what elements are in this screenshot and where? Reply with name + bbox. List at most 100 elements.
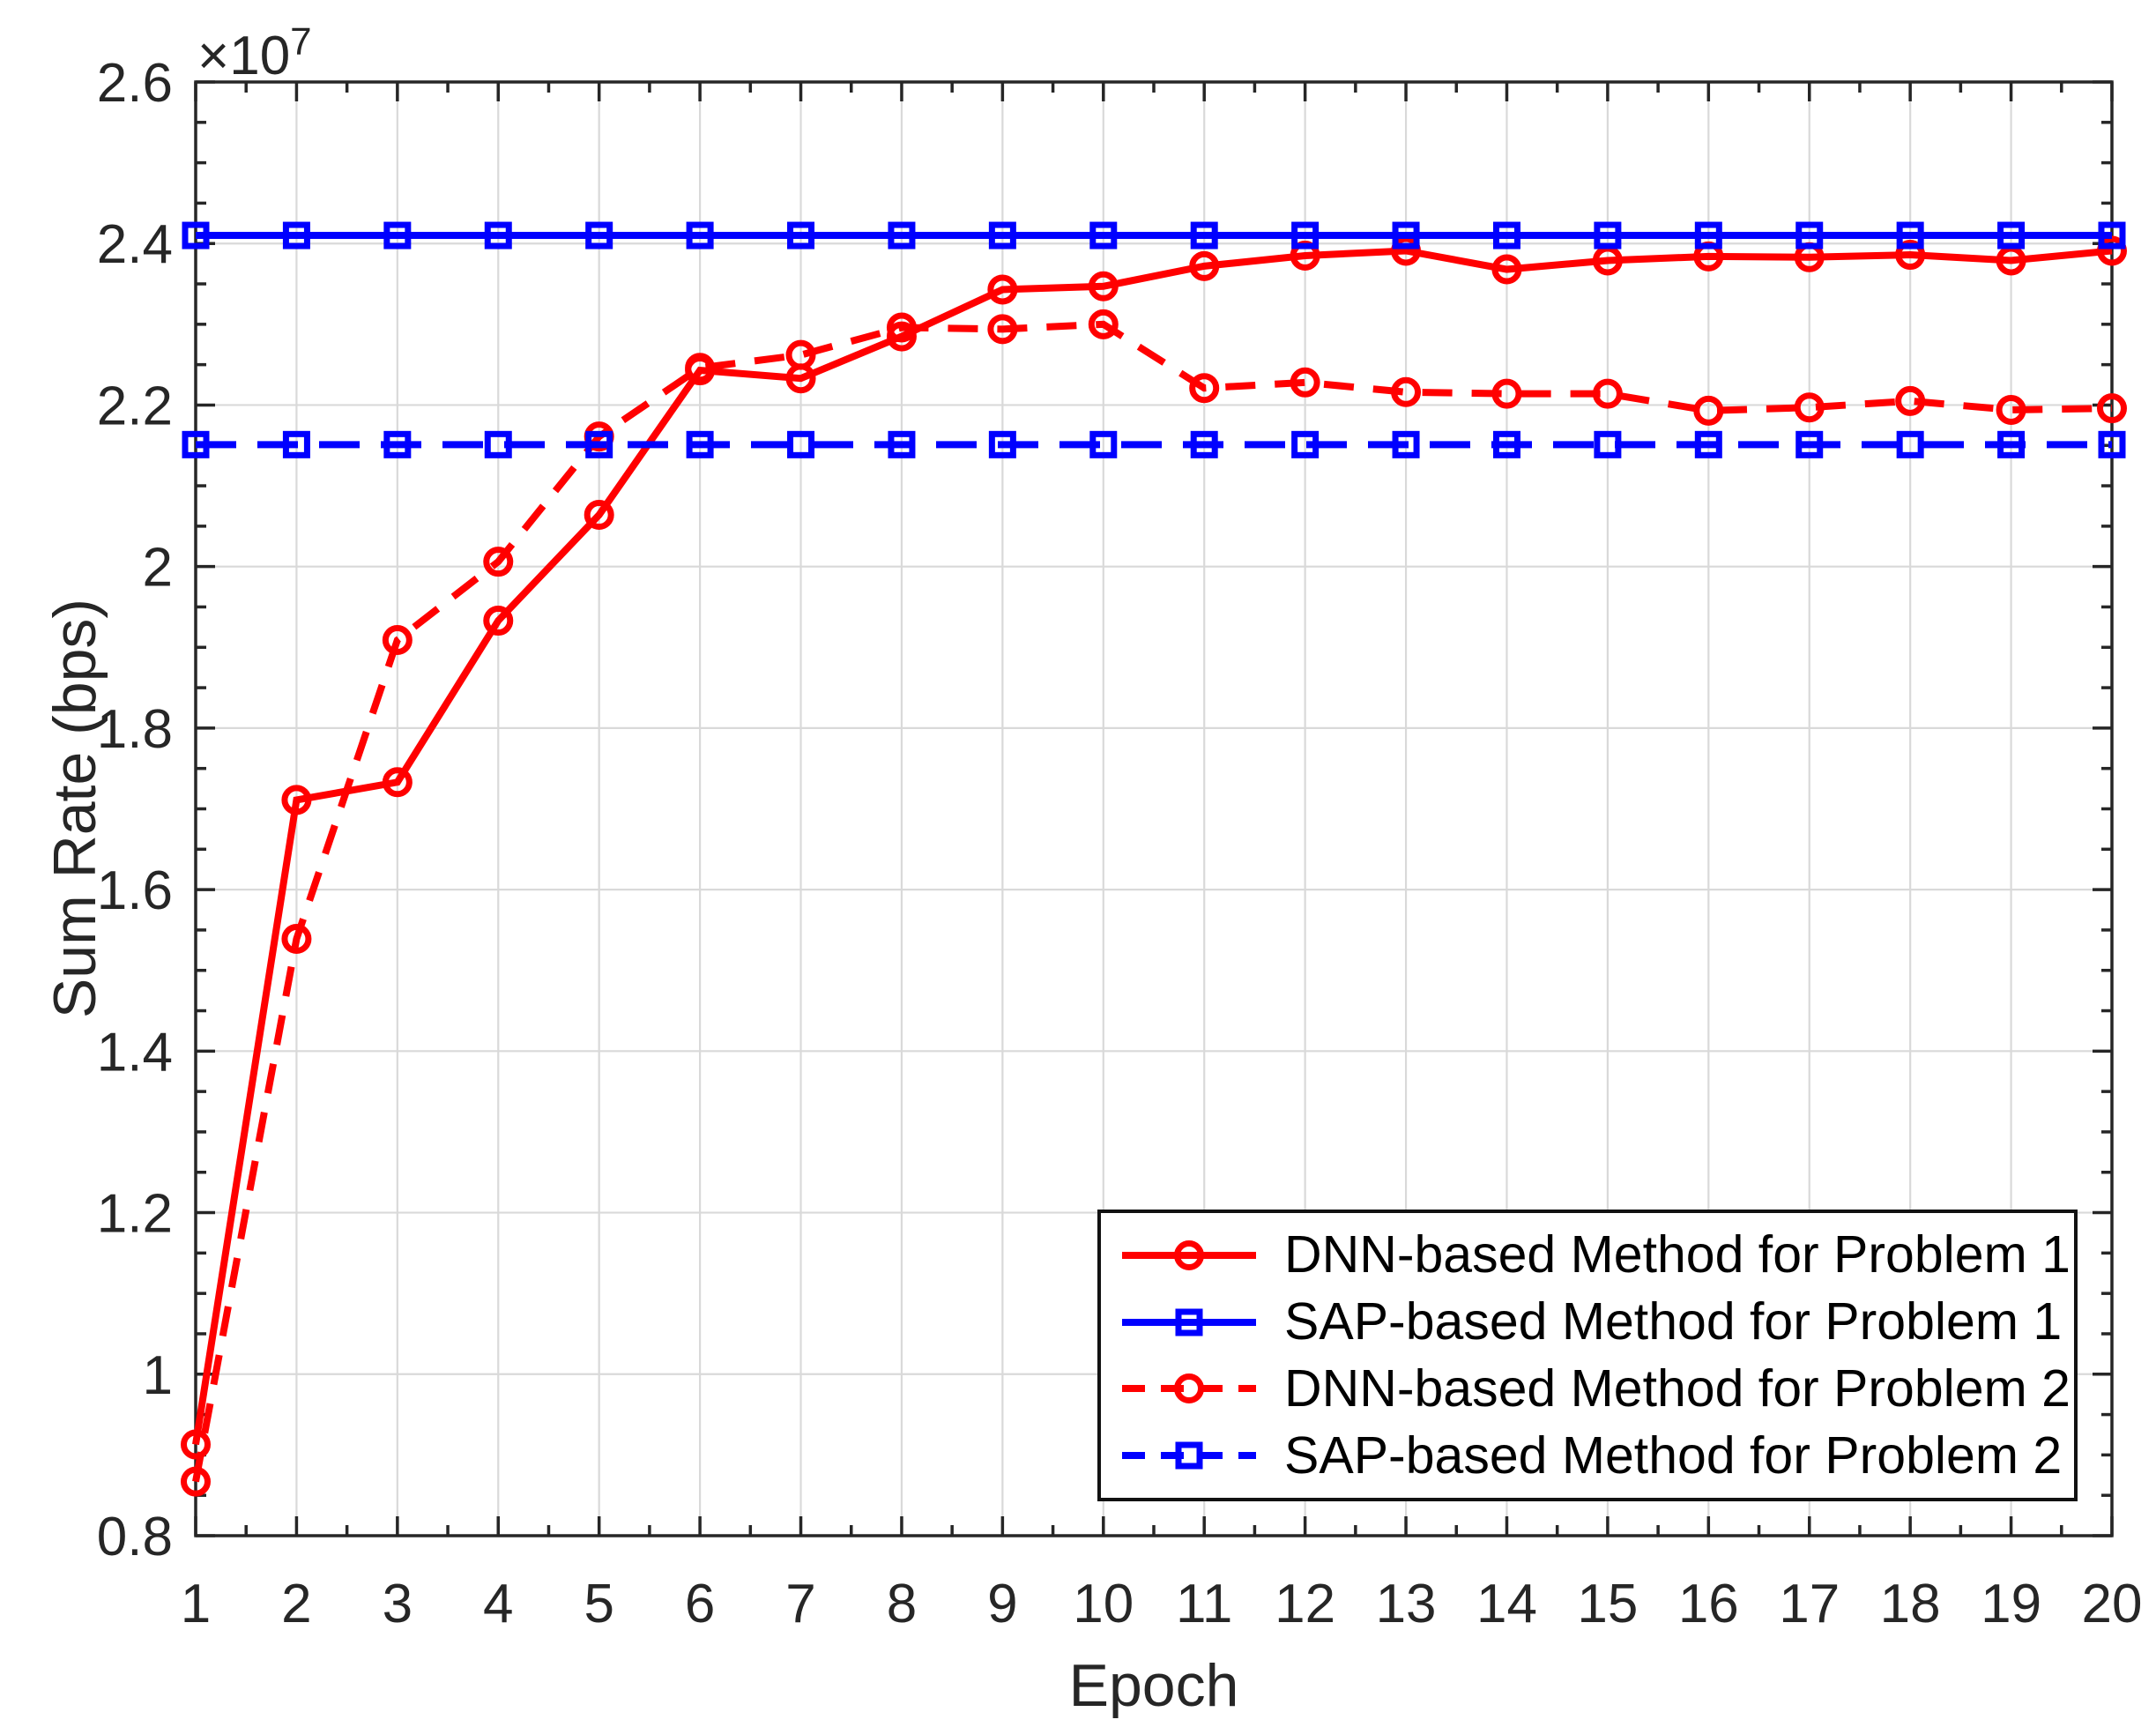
x-tick-label: 1 bbox=[181, 1574, 211, 1634]
square-marker-icon bbox=[686, 430, 714, 458]
x-tick-label: 2 bbox=[281, 1574, 311, 1634]
x-tick-label: 4 bbox=[483, 1574, 513, 1634]
circle-marker-icon bbox=[1088, 271, 1119, 301]
y-tick-label: 1.2 bbox=[97, 1184, 173, 1245]
y-tick-label: 2.2 bbox=[97, 376, 173, 436]
square-marker-icon bbox=[1291, 221, 1320, 249]
square-marker-icon bbox=[383, 221, 412, 249]
circle-marker-icon bbox=[685, 353, 716, 383]
square-marker-icon bbox=[182, 221, 210, 249]
circle-marker-icon bbox=[1895, 240, 1926, 271]
square-marker-icon bbox=[1896, 430, 1924, 458]
x-tick-label: 11 bbox=[1176, 1574, 1232, 1634]
square-marker-icon bbox=[1492, 430, 1520, 458]
circle-marker-icon bbox=[1088, 309, 1119, 339]
square-marker-icon bbox=[1291, 430, 1320, 458]
legend-item-1: SAP-based Method for Problem 1 bbox=[1101, 1294, 2074, 1351]
legend-label: SAP-based Method for Problem 2 bbox=[1284, 1426, 2063, 1485]
square-marker-icon bbox=[2098, 221, 2126, 249]
square-marker-icon bbox=[1997, 430, 2026, 458]
square-marker-icon bbox=[1175, 1441, 1203, 1470]
plot-frame bbox=[194, 80, 2114, 1537]
y-tick-label: 0.8 bbox=[97, 1507, 173, 1567]
square-marker-icon bbox=[1190, 221, 1218, 249]
square-marker-icon bbox=[585, 430, 613, 458]
square-marker-icon bbox=[1492, 221, 1520, 249]
square-marker-icon bbox=[888, 221, 916, 249]
x-tick-label: 16 bbox=[1678, 1574, 1739, 1634]
y-axis-label: Sum Rate (bps) bbox=[41, 598, 108, 1019]
circle-marker-icon bbox=[987, 314, 1018, 345]
legend-label: SAP-based Method for Problem 1 bbox=[1284, 1292, 2063, 1351]
square-marker-icon bbox=[1089, 430, 1118, 458]
circle-marker-icon bbox=[281, 785, 312, 815]
offset-exponent: 7 bbox=[290, 20, 312, 63]
square-marker-icon bbox=[988, 430, 1016, 458]
y-tick-label: 2.6 bbox=[97, 53, 173, 114]
square-marker-icon bbox=[787, 221, 815, 249]
square-marker-icon bbox=[1694, 221, 1722, 249]
circle-marker-icon bbox=[181, 1466, 211, 1497]
square-marker-icon bbox=[484, 221, 512, 249]
series-line-0 bbox=[192, 247, 2113, 1446]
square-marker-icon bbox=[1795, 430, 1824, 458]
x-tick-label: 5 bbox=[584, 1574, 613, 1634]
square-marker-icon bbox=[585, 221, 613, 249]
circle-marker-icon bbox=[483, 547, 514, 577]
x-tick-label: 15 bbox=[1577, 1574, 1638, 1634]
square-marker-icon bbox=[282, 430, 310, 458]
circle-marker-icon bbox=[785, 339, 816, 370]
x-tick-label: 6 bbox=[685, 1574, 715, 1634]
circle-marker-icon bbox=[181, 1429, 211, 1460]
circle-marker-icon bbox=[1189, 250, 1220, 281]
square-marker-icon bbox=[1896, 221, 1924, 249]
legend-line-sample bbox=[1122, 1441, 1256, 1470]
circle-marker-icon bbox=[1794, 392, 1825, 423]
circle-marker-icon bbox=[1491, 378, 1522, 409]
square-marker-icon bbox=[988, 221, 1016, 249]
circle-marker-icon bbox=[584, 500, 614, 531]
square-marker-icon bbox=[888, 430, 916, 458]
square-marker-icon bbox=[1997, 221, 2026, 249]
y-axis-offset-label: ×107 bbox=[197, 23, 312, 84]
x-axis-label: Epoch bbox=[1068, 1652, 1239, 1719]
circle-marker-icon bbox=[1174, 1239, 1204, 1270]
y-tick-label: 2.4 bbox=[97, 214, 173, 275]
square-marker-icon bbox=[787, 430, 815, 458]
circle-marker-icon bbox=[2097, 393, 2127, 424]
x-tick-label: 18 bbox=[1880, 1574, 1941, 1634]
square-marker-icon bbox=[1392, 430, 1420, 458]
y-tick-label: 1.6 bbox=[97, 860, 173, 921]
x-tick-label: 3 bbox=[383, 1574, 413, 1634]
square-marker-icon bbox=[1594, 430, 1622, 458]
square-marker-icon bbox=[1392, 221, 1420, 249]
legend-item-3: SAP-based Method for Problem 2 bbox=[1101, 1427, 2074, 1484]
square-marker-icon bbox=[182, 430, 210, 458]
square-marker-icon bbox=[282, 221, 310, 249]
square-marker-icon bbox=[1694, 430, 1722, 458]
legend-line-sample bbox=[1122, 1239, 1256, 1270]
circle-marker-icon bbox=[382, 625, 413, 656]
x-tick-label: 17 bbox=[1779, 1574, 1840, 1634]
x-tick-label: 14 bbox=[1476, 1574, 1537, 1634]
circle-marker-icon bbox=[483, 606, 514, 636]
legend-item-0: DNN-based Method for Problem 1 bbox=[1101, 1227, 2074, 1284]
circle-marker-icon bbox=[886, 312, 917, 343]
circle-marker-icon bbox=[1491, 254, 1522, 285]
square-marker-icon bbox=[1089, 221, 1118, 249]
legend-label: DNN-based Method for Problem 1 bbox=[1284, 1225, 2071, 1284]
legend-item-2: DNN-based Method for Problem 2 bbox=[1101, 1360, 2074, 1417]
legend-line-sample bbox=[1122, 1373, 1256, 1404]
series-line-2 bbox=[192, 320, 2113, 1483]
circle-marker-icon bbox=[1895, 385, 1926, 416]
x-tick-label: 7 bbox=[785, 1574, 815, 1634]
square-marker-icon bbox=[383, 430, 412, 458]
legend: DNN-based Method for Problem 1 SAP-based … bbox=[1097, 1210, 2078, 1501]
square-marker-icon bbox=[1795, 221, 1824, 249]
square-marker-icon bbox=[686, 221, 714, 249]
circle-marker-icon bbox=[1174, 1373, 1204, 1404]
x-tick-label: 9 bbox=[987, 1574, 1017, 1634]
y-tick-label: 1 bbox=[143, 1345, 173, 1406]
